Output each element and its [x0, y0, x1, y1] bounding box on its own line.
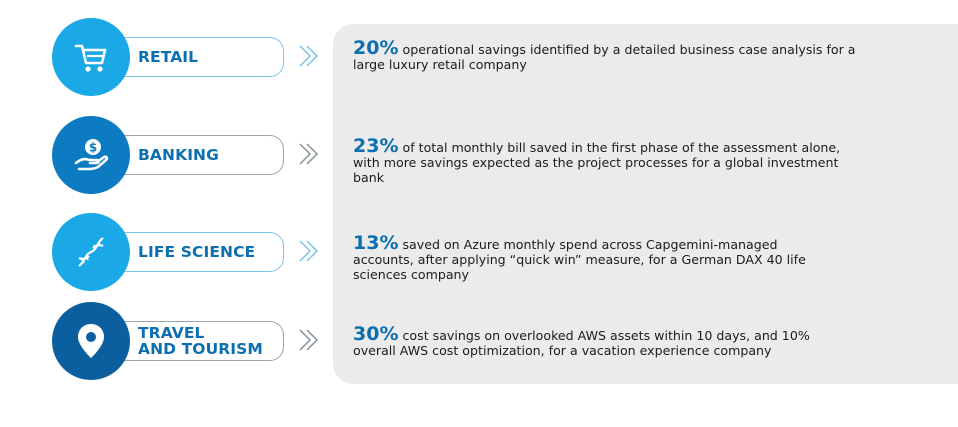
chevron-right-icon [299, 45, 319, 67]
savings-percent: 23% [353, 135, 399, 157]
savings-percent: 13% [353, 232, 399, 254]
industry-icon-circle: $ [52, 116, 130, 194]
chevron-right-icon [299, 240, 319, 262]
industry-name: TRAVEL AND TOURISM [138, 322, 263, 360]
industry-label-pill: BANKING [108, 135, 284, 175]
result-text: cost savings on overlooked AWS assets wi… [353, 328, 810, 358]
industry-name: BANKING [138, 146, 219, 164]
savings-percent: 30% [353, 323, 399, 345]
result-text: saved on Azure monthly spend across Capg… [353, 237, 806, 282]
industry-label-pill: LIFE SCIENCE [108, 232, 284, 272]
chevron-right-icon [299, 329, 319, 351]
industry-icon-circle [52, 302, 130, 380]
industry-name-line1: TRAVEL [138, 324, 205, 342]
industry-row-travel-tourism: TRAVEL AND TOURISM 30% cost savings on o… [0, 300, 958, 380]
industry-icon-circle [52, 18, 130, 96]
industry-row-life-science: LIFE SCIENCE 13% saved on Azure monthly … [0, 211, 958, 291]
savings-percent: 20% [353, 37, 399, 59]
result-description: 13% saved on Azure monthly spend across … [353, 234, 828, 283]
industry-label-pill: TRAVEL AND TOURISM [108, 321, 284, 361]
location-pin-icon [78, 324, 104, 358]
industry-name-line2: AND TOURISM [138, 340, 263, 358]
hand-money-icon: $ [74, 139, 109, 171]
industry-row-banking: BANKING $ 23% of total monthly bill save… [0, 114, 958, 194]
industry-label-pill: RETAIL [108, 37, 284, 77]
result-text: operational savings identified by a deta… [353, 42, 856, 72]
result-description: 23% of total monthly bill saved in the f… [353, 137, 843, 186]
results-panel [333, 24, 958, 384]
svg-text:$: $ [89, 141, 97, 155]
industry-row-retail: RETAIL 20% operational savings identifie… [0, 16, 958, 96]
industry-icon-circle [52, 213, 130, 291]
industry-name: RETAIL [138, 48, 199, 66]
chevron-right-icon [299, 143, 319, 165]
shopping-cart-icon [74, 44, 107, 72]
result-description: 20% operational savings identified by a … [353, 39, 873, 73]
result-description: 30% cost savings on overlooked AWS asset… [353, 325, 833, 359]
dna-icon [78, 237, 104, 267]
industry-name: LIFE SCIENCE [138, 243, 256, 261]
result-text: of total monthly bill saved in the first… [353, 140, 841, 185]
